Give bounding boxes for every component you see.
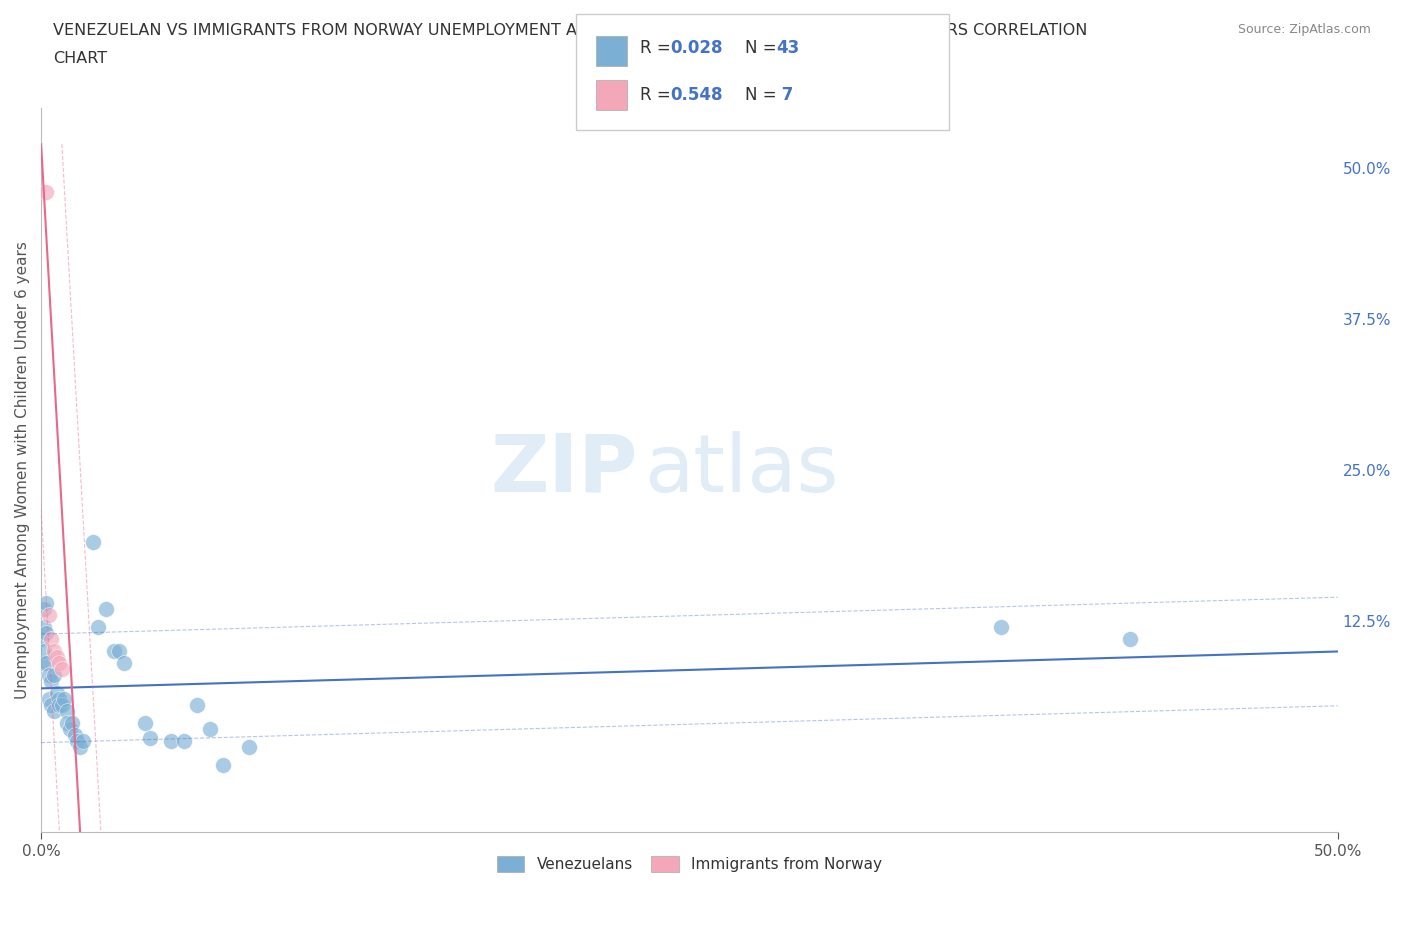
Point xyxy=(42,704,65,719)
Point xyxy=(35,656,58,671)
Text: VENEZUELAN VS IMMIGRANTS FROM NORWAY UNEMPLOYMENT AMONG WOMEN WITH CHILDREN UNDE: VENEZUELAN VS IMMIGRANTS FROM NORWAY UNE… xyxy=(53,23,1088,38)
Point xyxy=(42,644,65,658)
Point xyxy=(1119,631,1142,646)
Point xyxy=(103,644,125,658)
Point xyxy=(56,704,79,719)
Point xyxy=(198,722,221,737)
Point xyxy=(41,698,63,712)
Point xyxy=(35,595,58,610)
Point xyxy=(48,656,70,671)
Point xyxy=(45,685,67,700)
Point xyxy=(32,619,55,634)
Text: N =: N = xyxy=(745,86,782,104)
Point xyxy=(134,716,156,731)
Point xyxy=(69,740,91,755)
Point xyxy=(38,692,60,707)
Point xyxy=(59,722,82,737)
Y-axis label: Unemployment Among Women with Children Under 6 years: Unemployment Among Women with Children U… xyxy=(15,241,30,698)
Text: N =: N = xyxy=(745,39,782,58)
Point xyxy=(41,673,63,688)
Point xyxy=(87,619,110,634)
Point xyxy=(51,661,73,676)
Point xyxy=(56,716,79,731)
Point xyxy=(35,185,58,200)
Point xyxy=(211,758,233,773)
Point xyxy=(112,656,135,671)
Point xyxy=(63,728,86,743)
Legend: Venezuelans, Immigrants from Norway: Venezuelans, Immigrants from Norway xyxy=(491,850,889,878)
Point xyxy=(42,668,65,683)
Point xyxy=(48,698,70,712)
Text: atlas: atlas xyxy=(644,431,838,509)
Point xyxy=(32,644,55,658)
Text: 0.548: 0.548 xyxy=(671,86,723,104)
Point xyxy=(94,601,117,616)
Point xyxy=(139,730,162,745)
Point xyxy=(66,734,89,749)
Point xyxy=(990,619,1012,634)
Point xyxy=(38,607,60,622)
Point xyxy=(82,535,104,550)
Text: CHART: CHART xyxy=(53,51,107,66)
Point xyxy=(186,698,208,712)
Point xyxy=(30,656,52,671)
Point xyxy=(108,644,131,658)
Text: 43: 43 xyxy=(776,39,800,58)
Text: Source: ZipAtlas.com: Source: ZipAtlas.com xyxy=(1237,23,1371,36)
Text: 0.028: 0.028 xyxy=(671,39,723,58)
Point xyxy=(51,698,73,712)
Text: ZIP: ZIP xyxy=(491,431,637,509)
Point xyxy=(35,625,58,640)
Point xyxy=(32,601,55,616)
Point xyxy=(41,631,63,646)
Point xyxy=(159,734,181,749)
Text: 7: 7 xyxy=(776,86,793,104)
Point xyxy=(30,631,52,646)
Point xyxy=(60,716,83,731)
Point xyxy=(72,734,94,749)
Point xyxy=(53,692,76,707)
Text: R =: R = xyxy=(640,86,676,104)
Point xyxy=(238,740,260,755)
Point xyxy=(38,668,60,683)
Text: R =: R = xyxy=(640,39,676,58)
Point xyxy=(48,692,70,707)
Point xyxy=(45,649,67,664)
Point xyxy=(173,734,195,749)
